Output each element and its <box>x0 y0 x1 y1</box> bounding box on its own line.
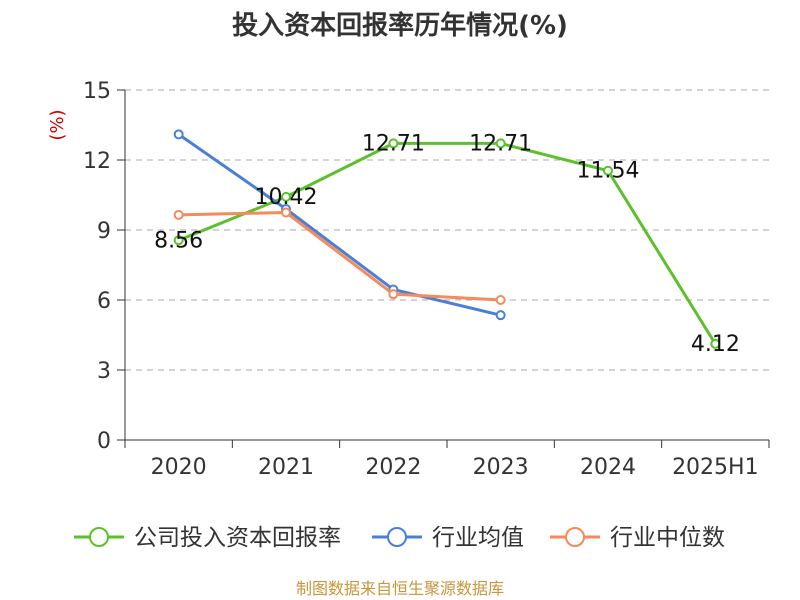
legend: 公司投入资本回报率 行业均值 行业中位数 <box>74 525 725 551</box>
x-tick-label: 2025H1 <box>672 455 759 480</box>
legend-item[interactable]: 行业均值 <box>372 525 524 551</box>
legend-label: 行业中位数 <box>610 525 725 551</box>
data-label: 8.56 <box>154 228 203 253</box>
x-tick-label: 2022 <box>365 455 421 480</box>
data-label: 10.42 <box>255 185 318 210</box>
data-label: 12.71 <box>469 131 532 156</box>
x-tick-label: 2023 <box>473 455 529 480</box>
legend-label: 公司投入资本回报率 <box>134 525 341 551</box>
data-point <box>603 165 613 176</box>
legend-marker <box>89 527 109 547</box>
source-note: 制图数据来自恒生聚源数据库 <box>296 579 504 598</box>
data-point <box>710 338 721 349</box>
series-line-2 <box>178 211 501 302</box>
legend-marker <box>565 527 585 547</box>
y-tick-label: 6 <box>97 289 111 314</box>
x-tick-label: 2021 <box>258 455 314 480</box>
series-lines <box>173 129 721 349</box>
y-tick-label: 9 <box>97 219 111 244</box>
y-axis-unit-label: (%) <box>47 109 68 140</box>
data-point <box>281 207 291 218</box>
data-point <box>388 138 399 149</box>
y-tick-label: 0 <box>97 429 111 454</box>
data-point <box>388 289 399 300</box>
data-labels: 8.56 10.42 12.71 12.71 11.54 4.12 <box>154 131 740 356</box>
data-label: 11.54 <box>577 159 640 184</box>
data-point <box>173 235 184 246</box>
x-tick-label: 2020 <box>151 455 207 480</box>
series-line-1 <box>177 133 502 317</box>
chart-title: 投入资本回报率历年情况(%) <box>232 10 568 41</box>
grid-lines <box>125 89 769 371</box>
series-line-0 <box>178 141 717 345</box>
axes: 0 3 6 9 12 15 2020 2021 2022 2023 2024 2025H1 <box>83 79 770 480</box>
y-tick-label: 3 <box>97 359 111 384</box>
legend-marker <box>387 527 407 547</box>
y-tick-label: 12 <box>83 149 111 174</box>
data-label: 4.12 <box>691 332 740 357</box>
data-point <box>495 295 506 305</box>
data-label: 12.71 <box>362 131 425 156</box>
legend-item[interactable]: 行业中位数 <box>550 525 725 551</box>
data-point <box>281 191 291 202</box>
data-point <box>173 129 184 140</box>
data-point <box>495 310 506 321</box>
x-tick-label: 2024 <box>580 455 636 480</box>
data-point <box>495 138 506 149</box>
legend-label: 行业均值 <box>432 525 524 551</box>
y-tick-label: 15 <box>83 79 111 104</box>
data-point <box>173 209 184 220</box>
legend-item[interactable]: 公司投入资本回报率 <box>74 525 341 551</box>
